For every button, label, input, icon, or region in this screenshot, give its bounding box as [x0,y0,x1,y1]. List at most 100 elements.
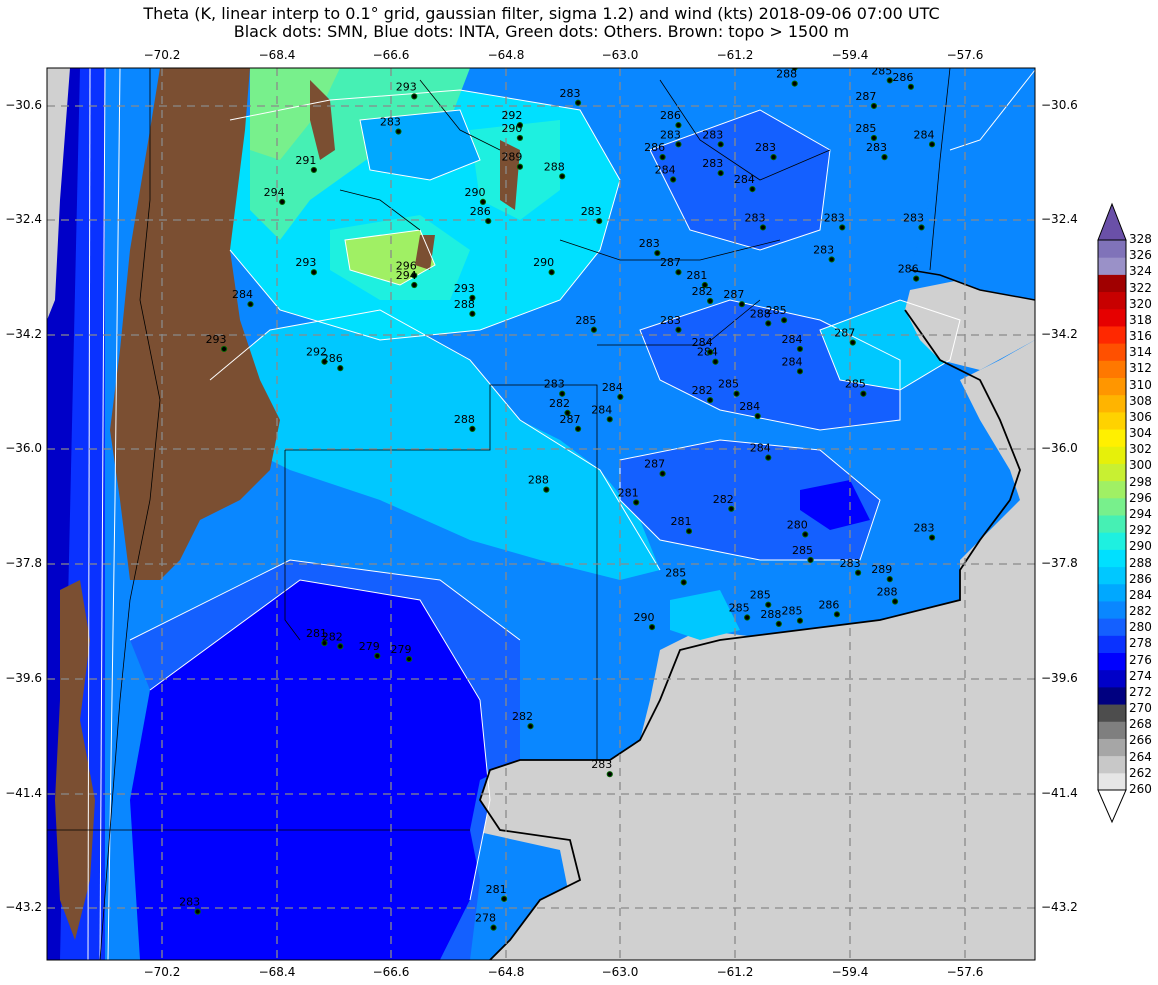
station-theta-label: 283 [744,211,765,224]
station-dot [395,128,402,135]
station-dot [527,723,534,730]
colorbar-tick-label: 272 [1129,684,1152,699]
station-theta-label: 284 [734,173,755,186]
colorbar [1097,202,1127,824]
station-dot [648,624,656,631]
station-theta-label: 283 [581,205,602,218]
colorbar-tick-label: 320 [1129,296,1152,311]
station-theta-label: 284 [781,333,802,346]
colorbar-tick-label: 288 [1129,555,1152,570]
station-theta-label: 286 [322,352,343,365]
colorbar-tick-label: 300 [1129,458,1152,473]
station-dot [881,154,888,161]
station-theta-label: 285 [665,566,686,579]
colorbar-tick-label: 270 [1129,701,1152,716]
lon-tick-bottom: −68.4 [258,965,296,979]
station-dot [500,895,508,902]
lat-tick-left: −36.0 [5,441,42,455]
station-theta-label: 287 [834,327,855,340]
theta-band-296 [345,230,435,285]
station-dot [913,275,920,282]
lat-tick-right: −43.2 [1041,900,1078,914]
colorbar-segment [1098,738,1126,757]
colorbar-tick-label: 294 [1129,507,1152,521]
colorbar-tick-label: 304 [1129,426,1152,441]
lat-tick-right: −41.4 [1041,786,1078,800]
station-theta-label: 294 [264,186,285,199]
station-theta-label: 284 [781,355,802,368]
station-dot [490,924,497,931]
station-dot [870,102,878,110]
station-dot [807,556,814,564]
colorbar-tick-label: 264 [1129,749,1152,764]
theta-band-286-bahia [670,590,740,640]
station-dot [374,652,381,659]
station-dot [886,77,893,84]
colorbar-tick-label: 292 [1129,523,1152,538]
map-title-line-2: Black dots: SMN, Blue dots: INTA, Green … [233,22,850,41]
station-theta-label: 285 [855,122,876,135]
station-theta-label: 282 [549,397,570,410]
station-dot [590,326,598,333]
station-dot [796,617,804,624]
colorbar-tick-label: 290 [1129,539,1152,554]
station-theta-label: 286 [470,205,491,218]
station-dot [516,134,524,142]
lon-tick-bottom: −57.6 [946,965,984,979]
station-dot [469,294,476,301]
colorbar-tick-label: 302 [1129,442,1152,457]
station-dot [606,416,613,423]
station-dot [310,269,317,276]
lon-tick-bottom: −70.2 [143,965,181,979]
station-theta-label: 284 [591,403,612,416]
station-dot [791,68,798,71]
station-dot [596,217,603,225]
station-dot [516,163,524,170]
colorbar-segment [1098,721,1126,739]
station-theta-label: 286 [898,263,919,276]
station-dot [701,281,708,289]
station-dot [479,198,487,205]
station-theta-label: 296 [396,259,417,272]
station-theta-label: 283 [380,116,401,129]
station-theta-label: 283 [544,378,565,391]
station-dot [485,217,492,225]
station-theta-label: 283 [903,211,924,224]
station-theta-label: 284 [232,288,253,301]
station-theta-label: 286 [660,109,681,122]
rio-de-la-plata [905,280,1035,370]
lat-tick-left: −43.2 [5,900,42,914]
colorbar-tick-label: 276 [1129,652,1152,667]
colorbar-tick-label: 284 [1129,587,1152,602]
colorbar-tick-label: 310 [1129,377,1152,392]
colorbar-extension-high [1097,202,1127,241]
colorbar-segment [1098,583,1126,602]
station-theta-label: 283 [560,87,581,100]
station-theta-label: 292 [501,109,522,122]
station-dot [828,256,835,263]
colorbar-segment [1098,240,1126,258]
colorbar-segment [1098,652,1126,671]
station-dot [654,249,661,257]
colorbar-tick-label: 296 [1129,490,1152,505]
station-theta-label: 288 [454,413,475,426]
station-theta-label: 293 [454,282,475,295]
theta-contours [87,68,1035,960]
lon-tick-top: −57.6 [946,48,984,62]
colorbar-segment [1098,497,1126,516]
station-dot [548,269,555,276]
station-dot [405,655,413,663]
station-dot [310,166,317,174]
station-dot [791,80,798,87]
lon-tick-bottom: −66.6 [372,965,410,979]
uruguay-coastline [909,269,1035,301]
colorbar-segment [1098,274,1126,293]
lon-tick-bottom: −59.4 [831,965,869,979]
station-theta-label: 284 [692,336,713,349]
theta-band-276 [130,580,490,960]
station-dot [839,224,846,231]
station-theta-label: 292 [306,346,327,359]
station-theta-label: 288 [544,160,565,173]
station-theta-label: 285 [729,602,750,615]
lat-tick-right: −34.2 [1041,327,1078,341]
